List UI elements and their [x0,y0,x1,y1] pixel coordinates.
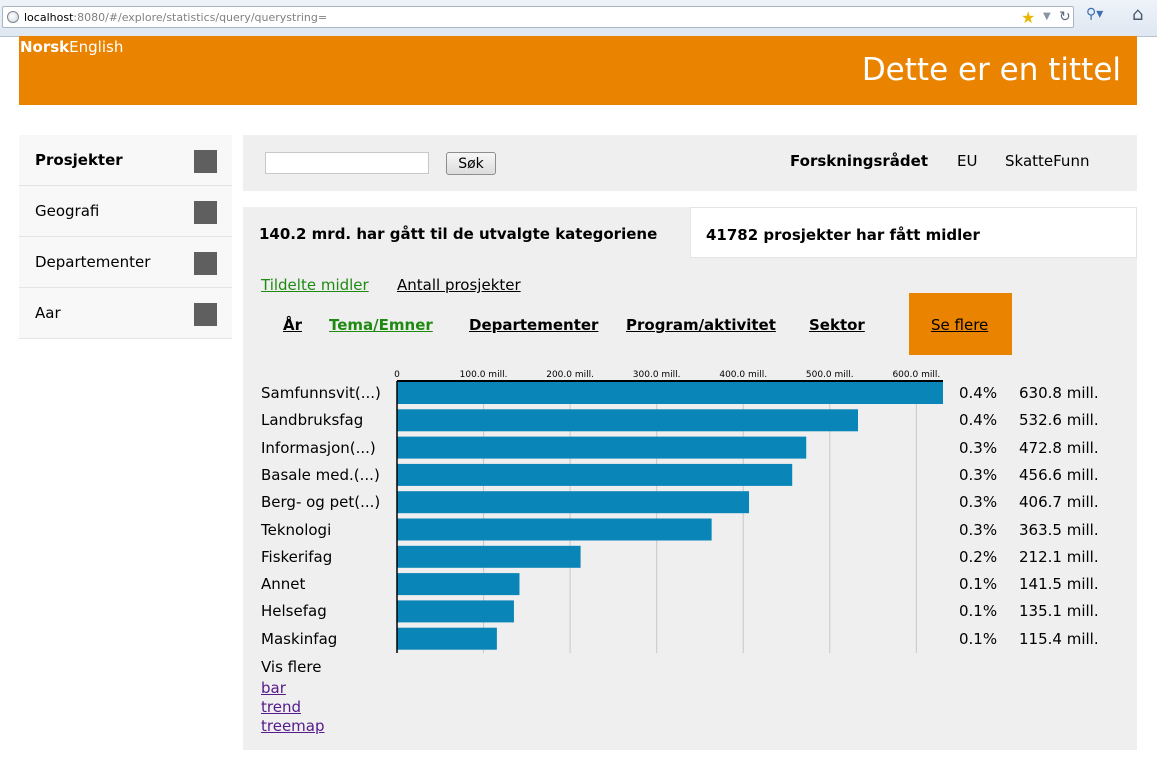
home-icon[interactable]: ⌂ [1132,4,1144,25]
category-label: Maskinfag [261,629,338,648]
value-label: 456.6 mill. [1019,465,1099,484]
tab-ar[interactable]: År [283,316,303,334]
percent-label: 0.3% [959,493,998,512]
search-button[interactable]: Søk [446,152,496,175]
toggle-square-icon[interactable] [194,252,217,275]
value-label: 135.1 mill. [1019,602,1099,621]
bar-9[interactable] [397,627,497,650]
bar-5[interactable] [397,518,712,541]
bar-chart: 0 100.0 mill. 200.0 mill. 300.0 mill. 400.0 … [394,370,943,653]
sidebar-item-prosjekter[interactable]: Prosjekter [19,135,232,186]
vis-flere-label: Vis flere [261,658,322,676]
tab-departementer[interactable]: Departementer [469,316,599,334]
axis-tick-label: 600.0 mill. [892,370,940,380]
value-label: 141.5 mill. [1019,575,1099,594]
bar-0[interactable] [397,382,943,404]
globe-icon [7,11,19,23]
summary-total-text: 140.2 mrd. har gått til de utvalgte kate… [259,225,658,243]
category-label: Berg- og pet(...) [261,493,381,512]
value-label: 406.7 mill. [1019,493,1099,512]
axis-tick-label: 200.0 mill. [546,370,594,380]
tab-sektor[interactable]: Sektor [809,316,865,334]
lang-norsk[interactable]: Norsk [20,38,70,56]
axis-tick-label: 100.0 mill. [460,370,508,380]
value-label: 212.1 mill. [1019,547,1099,566]
bar-8[interactable] [397,600,514,623]
search-panel: Søk Forskningsrådet EU SkatteFunn [243,135,1137,191]
sidebar-item-aar[interactable]: Aar [19,288,232,339]
language-switcher: NorskEnglish [20,38,123,56]
axis-tick-label: 400.0 mill. [719,370,767,380]
se-flere-label: Se flere [931,316,989,334]
toggle-square-icon[interactable] [194,201,217,224]
url-text[interactable]: localhost:8080/#/explore/statistics/quer… [24,11,328,24]
sidebar: Prosjekter Geografi Departementer Aar [19,135,232,339]
bar-4[interactable] [397,491,750,514]
summary-projects-text: 41782 prosjekter har fått midler [706,226,980,244]
bar-1[interactable] [397,409,859,432]
percent-label: 0.2% [959,547,998,566]
browser-toolbar: localhost:8080/#/explore/statistics/quer… [0,0,1157,37]
lang-english[interactable]: English [69,38,124,56]
sidebar-item-label: Aar [35,304,61,322]
axis-tick-label: 300.0 mill. [633,370,681,380]
value-label: 363.5 mill. [1019,520,1099,539]
toggle-square-icon[interactable] [194,303,217,326]
tab-tema-emner[interactable]: Tema/Emner [329,316,433,334]
se-flere-button[interactable]: Se flere [909,293,1012,355]
sidebar-item-label: Departementer [35,253,151,271]
toggle-square-icon[interactable] [194,150,217,173]
site-header: NorskEnglish Dette er en tittel [19,36,1137,105]
bar-3[interactable] [397,463,793,486]
category-label: Helsefag [261,602,327,621]
summary-total: 140.2 mrd. har gått til de utvalgte kate… [243,207,690,258]
page-title: Dette er en tittel [861,52,1121,88]
percent-label: 0.3% [959,465,998,484]
search-engine-icon[interactable]: ⚲▾ [1086,6,1104,22]
sidebar-item-departementer[interactable]: Departementer [19,237,232,288]
sidebar-item-label: Prosjekter [35,151,123,169]
axis-tick-label: 0 [394,370,400,380]
percent-label: 0.1% [959,629,998,648]
bar-2[interactable] [397,436,807,459]
view-link-trend[interactable]: trend [261,698,301,716]
bookmark-star-icon[interactable]: ★ [1021,8,1036,27]
percent-label: 0.1% [959,602,998,621]
chevron-down-icon[interactable]: ▼ [1043,11,1051,22]
category-label: Landbruksfag [261,411,364,430]
category-label: Samfunnsvit(...) [261,384,381,402]
source-forskningsradet[interactable]: Forskningsrådet [790,152,929,170]
category-label: Fiskerifag [261,547,333,566]
tab-antall-prosjekter[interactable]: Antall prosjekter [397,276,521,294]
percent-label: 0.1% [959,575,998,594]
sidebar-item-geografi[interactable]: Geografi [19,186,232,237]
value-label: 630.8 mill. [1019,384,1099,402]
sidebar-item-label: Geografi [35,202,100,220]
percent-label: 0.3% [959,438,998,457]
bar-6[interactable] [397,545,581,568]
bar-7[interactable] [397,573,520,596]
value-label: 115.4 mill. [1019,629,1099,648]
value-label: 472.8 mill. [1019,438,1099,457]
axis-tick-label: 500.0 mill. [806,370,854,380]
source-skattefunn[interactable]: SkatteFunn [1005,152,1090,170]
percent-label: 0.4% [959,411,998,430]
view-link-bar[interactable]: bar [261,679,286,697]
value-label: 532.6 mill. [1019,411,1099,430]
category-label: Informasjon(...) [261,438,376,457]
category-label: Basale med.(...) [261,465,380,484]
percent-label: 0.3% [959,520,998,539]
source-eu[interactable]: EU [957,152,978,170]
view-link-treemap[interactable]: treemap [261,717,325,735]
category-label: Teknologi [261,520,332,539]
reload-icon[interactable]: ↻ [1059,9,1071,25]
results-panel: 140.2 mrd. har gått til de utvalgte kate… [243,207,1137,750]
percent-label: 0.4% [959,384,998,402]
search-input[interactable] [265,152,429,174]
address-bar[interactable]: localhost:8080/#/explore/statistics/quer… [2,6,1074,28]
tab-program-aktivitet[interactable]: Program/aktivitet [626,316,776,334]
summary-projects: 41782 prosjekter har fått midler [690,207,1137,258]
category-label: Annet [261,575,306,594]
tab-tildelte-midler[interactable]: Tildelte midler [261,276,369,294]
